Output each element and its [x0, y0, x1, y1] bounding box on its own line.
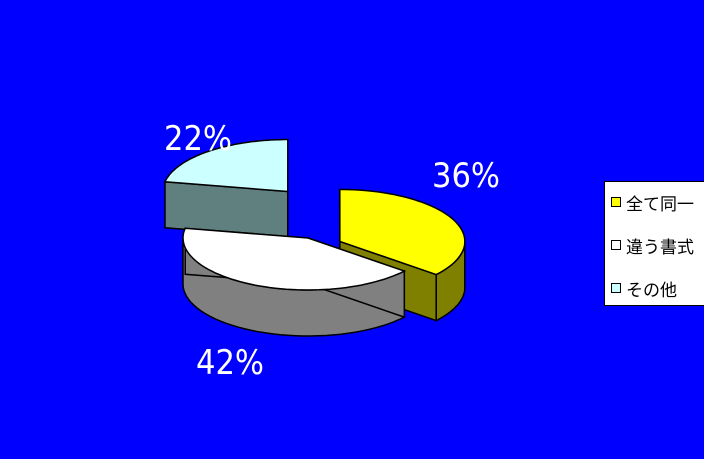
legend-swatch-other: [611, 283, 621, 293]
legend-swatch-same: [611, 197, 621, 207]
legend-item-same: 全て同一: [611, 189, 694, 215]
slice-other: [163, 138, 289, 239]
legend-item-other: その他: [611, 275, 677, 301]
legend-swatch-diff: [611, 240, 621, 250]
legend-label-other: その他: [626, 280, 677, 301]
slices-layer: [163, 138, 466, 337]
slice-label-same: 36%: [432, 156, 500, 196]
slice-diff: [182, 227, 407, 337]
slice-top-same: [339, 188, 466, 276]
chart-legend: 全て同一 違う書式 その他: [604, 181, 704, 306]
slice-top-diff: [182, 227, 407, 291]
slice-top-other: [163, 138, 289, 193]
slice-label-diff: 42%: [196, 343, 264, 383]
slice-label-other: 22%: [164, 119, 232, 159]
legend-item-diff: 違う書式: [611, 232, 694, 258]
legend-label-diff: 違う書式: [626, 237, 694, 258]
legend-label-same: 全て同一: [626, 194, 694, 215]
